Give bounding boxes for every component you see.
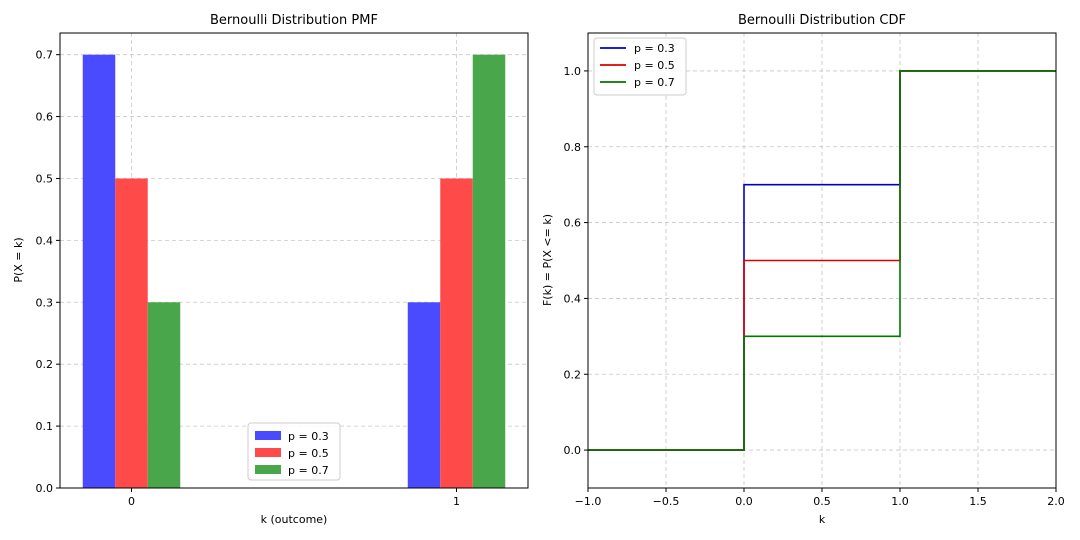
pmf-y-tick-label: 0.2	[36, 358, 54, 371]
pmf-y-tick-label: 0.1	[36, 420, 54, 433]
pmf-legend-label: p = 0.3	[288, 430, 329, 443]
cdf-x-tick-label: 0.0	[735, 495, 753, 508]
cdf-chart: Bernoulli Distribution CDF 0.00.20.40.60…	[541, 13, 1065, 526]
pmf-legend-swatch	[255, 448, 281, 457]
pmf-legend-label: p = 0.5	[288, 447, 329, 460]
pmf-y-tick-label: 0.5	[36, 172, 54, 185]
cdf-y-ticks: 0.0 0.2 0.4 0.6 0.8 1.0	[564, 65, 588, 457]
pmf-chart: Bernoulli Distribution PMF 0.00.10.20.30…	[12, 13, 529, 526]
pmf-y-tick-label: 0.3	[36, 296, 54, 309]
cdf-y-tick-label: 0.2	[564, 368, 582, 381]
pmf-bar	[82, 54, 116, 489]
cdf-x-tick-label: 2.0	[1047, 495, 1065, 508]
cdf-x-tick-label: −1.0	[575, 495, 602, 508]
pmf-legend-swatch	[255, 465, 281, 474]
cdf-legend-box	[593, 37, 687, 96]
pmf-bars	[82, 54, 506, 489]
pmf-y-tick-label: 0.4	[36, 234, 54, 247]
cdf-y-axis-label: F(k) = P(X <= k)	[541, 214, 554, 306]
cdf-x-ticks: −1.0 −0.5 0.0 0.5 1.0 1.5 2.0	[575, 488, 1065, 508]
cdf-title: Bernoulli Distribution CDF	[738, 13, 906, 28]
pmf-bar	[440, 178, 473, 488]
pmf-x-tick-label: 1	[453, 495, 460, 508]
pmf-y-tick-label: 0.7	[36, 49, 54, 62]
pmf-legend: p = 0.3 p = 0.5 p = 0.7	[247, 422, 341, 481]
cdf-y-tick-label: 0.6	[564, 217, 582, 230]
cdf-series-line	[588, 70, 1056, 451]
cdf-y-tick-label: 1.0	[564, 65, 582, 78]
pmf-bar	[472, 54, 506, 489]
pmf-bar	[115, 178, 148, 488]
cdf-y-tick-label: 0.8	[564, 141, 582, 154]
pmf-y-ticks: 0.0 0.1 0.2 0.3 0.4 0.5 0.6 0.7	[36, 49, 60, 495]
cdf-x-tick-label: −0.5	[653, 495, 680, 508]
pmf-x-tick-label: 0	[128, 495, 135, 508]
cdf-legend-label: p = 0.7	[634, 76, 675, 89]
cdf-legend-label: p = 0.3	[634, 42, 675, 55]
cdf-lines	[588, 70, 1056, 451]
cdf-x-tick-label: 1.0	[891, 495, 909, 508]
pmf-title: Bernoulli Distribution PMF	[210, 13, 378, 28]
cdf-x-tick-label: 1.5	[969, 495, 987, 508]
cdf-legend-label: p = 0.5	[634, 59, 675, 72]
cdf-legend: p = 0.3 p = 0.5 p = 0.7	[593, 37, 687, 96]
cdf-y-tick-label: 0.4	[564, 292, 582, 305]
cdf-x-axis-label: k	[819, 513, 826, 526]
pmf-y-axis-label: P(X = k)	[12, 237, 25, 282]
pmf-legend-label: p = 0.7	[288, 464, 329, 477]
cdf-y-tick-label: 0.0	[564, 444, 582, 457]
pmf-axes-frame	[59, 32, 529, 489]
pmf-y-tick-label: 0.0	[36, 482, 54, 495]
pmf-bar	[147, 302, 181, 488]
pmf-legend-swatch	[255, 431, 281, 440]
pmf-x-axis-label: k (outcome)	[261, 513, 328, 526]
cdf-x-tick-label: 0.5	[813, 495, 831, 508]
pmf-y-tick-label: 0.6	[36, 111, 54, 124]
pmf-bar	[407, 302, 441, 488]
